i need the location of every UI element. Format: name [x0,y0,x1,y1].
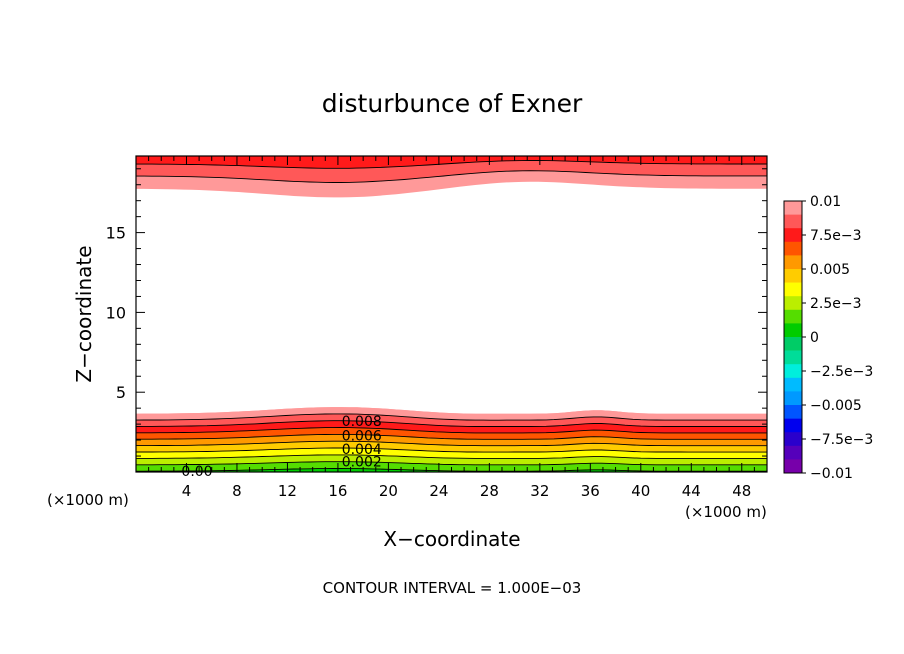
x-tick-label: 48 [732,482,751,500]
contour-line [136,413,767,421]
x-unit-label-right: (×1000 m) [685,503,767,521]
colorbar-swatch [784,391,802,406]
x-tick-label: 40 [631,482,650,500]
contour-label: 0.008 [342,414,382,430]
y-tick-label: 10 [106,303,126,322]
contour-band-top [136,160,767,183]
colorbar-swatch [784,269,802,283]
colorbar-swatch [784,309,802,324]
contour-line [136,454,767,459]
colorbar-tick-label: −2.5e−3 [810,364,873,380]
x-tick-label: 12 [278,482,297,500]
x-tick-label: 8 [232,482,242,500]
colorbar-tick-label: −7.5e−3 [810,432,873,448]
x-unit-label-left: (×1000 m) [47,491,129,509]
contour-band [136,427,767,440]
contour-line [136,427,767,434]
contour-lines [136,160,767,472]
x-tick-label: 24 [429,482,448,500]
colorbar-swatch [784,282,802,297]
contour-line-top [136,160,767,169]
contour-label: 0.004 [342,442,382,458]
x-tick-label: 44 [682,482,701,500]
contour-label: 0.006 [342,428,382,444]
y-axis-label: Z−coordinate [72,245,96,382]
contour-band [136,454,767,465]
colorbar-swatch [784,364,802,379]
colorbar-tick-label: 7.5e−3 [810,228,862,244]
colorbar-tick-labels: 0.01 7.5e−3 0.005 2.5e−3 0 −2.5e−3 −0.005 −7.5e… [810,194,873,482]
colorbar-swatch [784,350,802,365]
contour-interval-footer: CONTOUR INTERVAL = 1.000E−03 [323,579,582,597]
y-tick-labels: 5 10 15 [106,224,126,403]
x-tick-label: 32 [530,482,549,500]
colorbar-swatch [784,241,802,256]
colorbar-swatch [784,377,802,392]
y-tick-label: 15 [106,224,126,243]
x-tick-label: 16 [328,482,347,500]
contour-label: 0.002 [342,455,382,471]
colorbar-tick-label: −0.005 [810,398,862,414]
axis-ticks [136,156,767,472]
colorbar-swatch [784,214,802,229]
colorbar-swatch [784,445,802,460]
colorbar-swatch [784,201,802,215]
colorbar-swatch [784,228,802,243]
colorbar-swatch [784,337,802,351]
colorbar-swatch [784,255,802,270]
colorbar-swatch [784,405,802,419]
colorbar-swatch [784,459,802,474]
x-tick-label: 36 [581,482,600,500]
chart-title: disturbunce of Exner [322,89,583,118]
x-axis-label: X−coordinate [383,527,520,551]
contour-band-top [136,170,767,198]
contour-line [136,461,767,466]
contour-line-top [136,170,767,183]
contour-band [136,413,767,427]
colorbar-swatch [784,323,802,338]
contour-band [136,420,767,433]
colorbar-tick-label: 0.01 [810,194,841,210]
colorbar-tick-label: 2.5e−3 [810,296,862,312]
contour-band-top [136,156,767,169]
x-tick-label: 20 [379,482,398,500]
y-tick-label: 5 [116,383,126,402]
colorbar-tick-label: 0 [810,330,819,346]
colorbar-tick-label: 0.005 [810,262,850,278]
contour-line [136,447,767,453]
colorbar-swatch [784,432,802,447]
contour-line [136,420,767,427]
colorbar-swatch [784,418,802,433]
contour-label: 0.00 [181,464,212,480]
colorbar [783,200,806,474]
contour-line [136,433,767,440]
x-tick-labels: 4 8 12 16 20 24 28 32 36 40 44 48 [182,482,752,500]
contour-fills [136,156,767,472]
x-tick-label: 4 [182,482,192,500]
contour-line [136,440,767,447]
x-tick-label: 28 [480,482,499,500]
colorbar-swatch [784,296,802,311]
colorbar-tick-label: −0.01 [810,466,853,482]
